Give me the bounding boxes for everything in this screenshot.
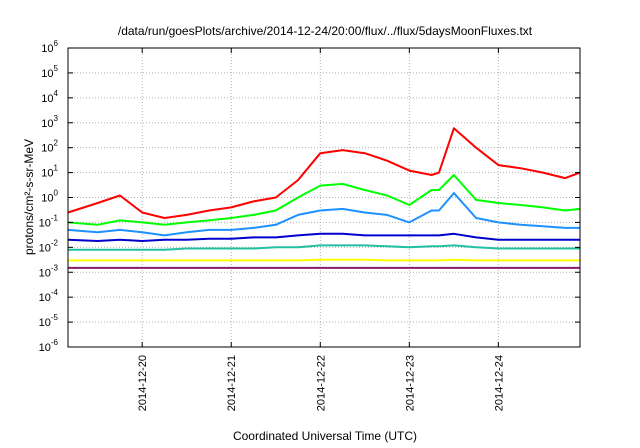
y-tick-label: 102	[41, 139, 58, 155]
y-tick-label: 10-1	[39, 213, 59, 229]
y-tick-label: 10-4	[39, 288, 59, 304]
y-tick-label: 10-6	[39, 338, 59, 354]
series-line-2	[67, 174, 581, 226]
series-line-6	[68, 258, 580, 262]
y-tick-label: 10-5	[39, 313, 59, 329]
y-axis-label: protons/cm²-s-sr-MeV	[22, 139, 36, 255]
y-tick-label: 104	[41, 89, 58, 105]
x-tick-label: 2014-12-20	[137, 355, 149, 411]
grid	[68, 48, 580, 347]
series-line-1	[67, 127, 581, 219]
series-line-5	[68, 244, 580, 251]
chart-title: /data/run/goesPlots/archive/2014-12-24/2…	[118, 24, 533, 38]
x-axis-label: Coordinated Universal Time (UTC)	[233, 429, 417, 443]
y-tick-label: 10-2	[39, 238, 59, 254]
x-tick-label: 2014-12-24	[493, 355, 505, 411]
y-tick-label: 106	[41, 39, 58, 55]
x-tick-label: 2014-12-21	[226, 355, 238, 411]
y-tick-label: 103	[41, 114, 58, 130]
y-tick-label: 10-3	[39, 263, 59, 279]
series-group	[67, 127, 581, 269]
y-tick-label: 100	[41, 189, 58, 205]
x-tick-label: 2014-12-23	[404, 355, 416, 411]
x-axis: 2014-12-20 2014-12-21 2014-12-22 2014-12-23…	[137, 48, 505, 411]
x-tick-label: 2014-12-22	[315, 355, 327, 411]
series-line-3	[67, 192, 580, 237]
series-line-4	[67, 232, 580, 242]
y-tick-label: 101	[41, 164, 58, 180]
y-tick-label: 105	[41, 64, 58, 80]
